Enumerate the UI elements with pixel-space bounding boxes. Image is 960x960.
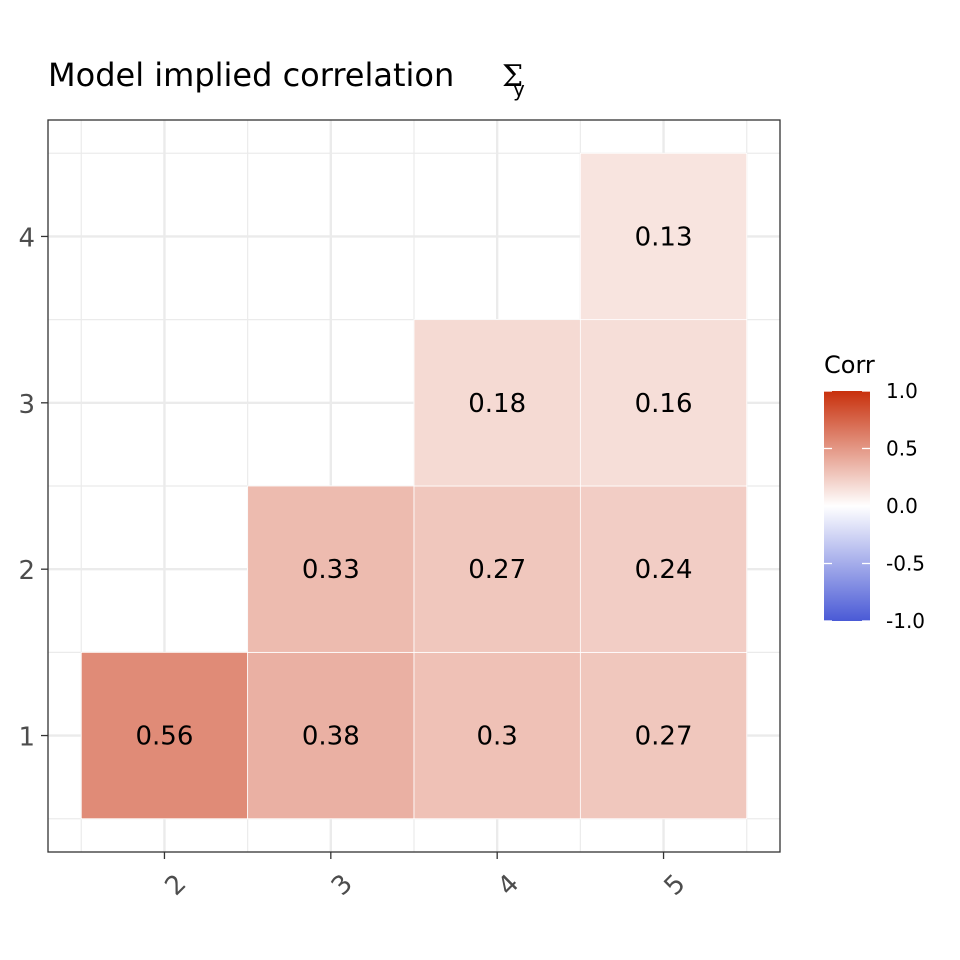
y-tick-label: 3 xyxy=(18,390,35,420)
cell-value-label: 0.13 xyxy=(635,222,693,252)
legend-tick-label: 0.5 xyxy=(886,437,918,461)
cell-value-label: 0.3 xyxy=(477,722,518,752)
cell-value-label: 0.27 xyxy=(468,555,526,585)
legend: Corr 1.0 0.5 0.0 -0.5 -1.0 xyxy=(824,351,925,633)
heatmap-cell xyxy=(413,319,581,487)
legend-tick-label: 0.0 xyxy=(886,494,918,518)
chart-title-text: Model implied correlation xyxy=(48,56,454,94)
legend-tick-label: -0.5 xyxy=(886,552,925,576)
cell-value-label: 0.27 xyxy=(635,722,693,752)
legend-title: Corr xyxy=(824,351,875,379)
heatmap-cell xyxy=(413,485,581,653)
heatmap-cell xyxy=(247,651,415,820)
heatmap-cells xyxy=(80,152,748,820)
cell-value-label: 0.38 xyxy=(302,722,360,752)
y-tick-label: 4 xyxy=(18,223,35,253)
heatmap-cell xyxy=(579,651,748,820)
heatmap-cell xyxy=(579,319,748,487)
chart-title-symbol: Σ xyxy=(502,59,523,94)
cell-value-label: 0.16 xyxy=(635,389,693,419)
heatmap-cell xyxy=(80,651,249,820)
panel-border xyxy=(47,119,781,853)
cell-value-label: 0.24 xyxy=(635,555,693,585)
heatmap-cell xyxy=(579,485,748,653)
chart-title: Model implied correlation xyxy=(48,56,454,94)
heatmap-cell xyxy=(579,152,748,321)
legend-ticks: 1.0 0.5 0.0 -0.5 -1.0 xyxy=(824,379,925,633)
cell-value-label: 0.56 xyxy=(136,722,194,752)
chart-title-subscript: y xyxy=(513,77,525,101)
legend-tick-label: 1.0 xyxy=(886,379,918,403)
cell-value-label: 0.33 xyxy=(302,555,360,585)
y-tick-label: 1 xyxy=(18,723,35,753)
legend-tick-label: -1.0 xyxy=(886,609,925,633)
heatmap-cell-labels: 0.56 0.38 0.3 0.27 0.33 0.27 0.24 0.18 0.16 0.13 xyxy=(136,222,693,751)
cell-value-label: 0.18 xyxy=(468,389,526,419)
y-tick-label: 2 xyxy=(18,556,35,586)
heatmap-cell xyxy=(247,485,415,653)
